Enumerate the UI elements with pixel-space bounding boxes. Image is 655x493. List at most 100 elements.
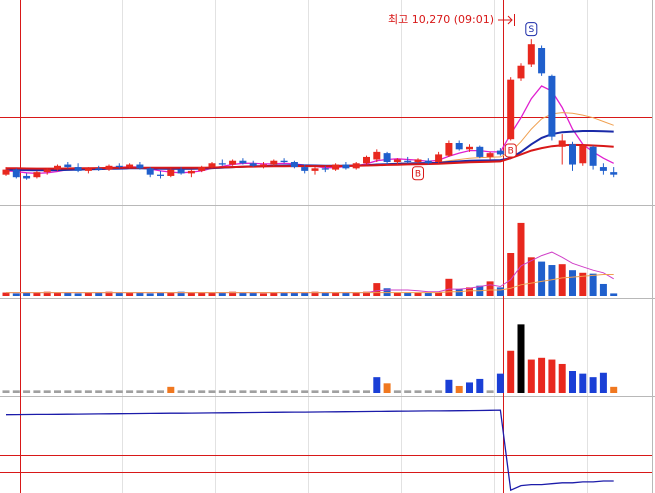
candle-body [342,164,350,169]
bar [126,390,134,393]
bar [249,292,257,296]
candle-body [115,165,123,168]
candle-body [527,44,535,65]
bar [445,379,453,393]
bar [198,292,206,296]
bar [610,386,618,393]
candle-body [363,156,370,164]
bar [290,390,298,393]
bar [95,390,103,393]
bar [95,292,103,296]
bar [33,390,41,393]
bar [569,270,576,296]
bar [136,390,144,393]
bar [404,292,412,296]
bar [424,292,432,296]
bar [229,291,237,296]
bar [115,292,123,296]
bar [208,292,216,296]
bar [198,390,206,393]
candle-body [610,172,618,175]
bar [115,390,123,393]
bar [424,390,432,393]
bar [466,382,473,393]
bar [74,390,82,393]
bar [64,390,72,393]
candle-body [599,167,607,171]
bar [373,283,381,296]
candle-body [486,153,494,157]
bar [311,291,319,296]
bar [352,292,360,296]
signal-label: S [528,25,534,35]
candle-body [507,79,515,140]
bar [548,359,556,393]
bar [54,292,61,296]
bar [2,390,10,393]
bar [455,385,463,393]
candle-body [558,140,566,147]
candle-body [136,164,144,169]
bar [301,292,309,296]
candle-body [569,144,576,165]
bar [393,292,401,296]
bar [280,390,288,393]
bar [157,292,164,296]
bar [589,377,597,393]
bar [548,265,556,296]
candle-body [218,163,226,165]
candle-body [270,160,278,165]
candle-body [208,163,216,168]
bar [558,363,566,393]
bar [270,292,278,296]
candle-body [229,160,237,165]
candle-body [280,160,288,162]
indicator-line [5,409,614,492]
bar [342,390,350,393]
bar [146,390,154,393]
candle-body [373,151,381,160]
candle-body [579,145,587,164]
bar [105,390,113,393]
bar [43,390,51,393]
plot: B B S [2,22,618,492]
bar [332,390,340,393]
bar [352,390,360,393]
bar [2,292,10,296]
bar [260,390,267,393]
candle-body [589,146,597,166]
bar [610,293,618,296]
candle-body [198,167,206,171]
bar [239,390,247,393]
arrow-head [507,15,513,25]
candle-body [2,169,10,175]
bar [332,292,340,296]
bar [239,292,247,296]
signal-label: B [508,146,514,156]
bar [507,350,515,393]
candle-body [187,170,195,174]
bar [84,390,92,393]
bar [486,281,494,296]
bar [527,359,535,393]
candle-body [301,167,309,171]
bar [538,261,546,296]
annotation-arrow [498,14,515,26]
signal-marker [504,143,517,158]
bar [373,377,381,393]
candle-body [424,160,432,164]
bar [569,371,576,393]
candle-body [239,160,247,164]
bar [12,293,20,296]
bar [187,292,195,296]
bar [321,390,329,393]
candle-body [146,168,154,175]
candle-body [496,150,504,155]
bar [496,373,504,393]
bar [64,292,72,296]
bar [383,383,391,393]
candle-body [466,146,473,150]
